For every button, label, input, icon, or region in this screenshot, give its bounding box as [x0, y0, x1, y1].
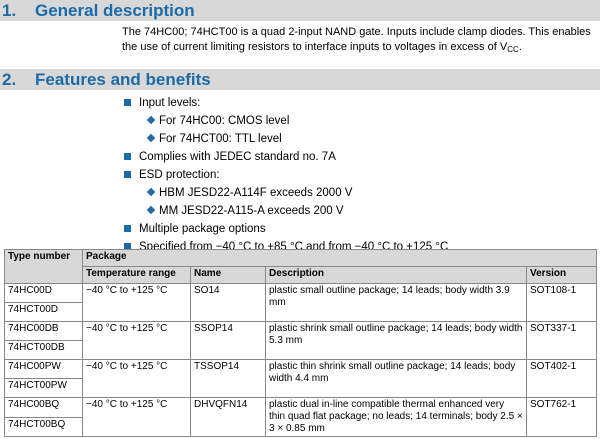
section-number: 2. — [2, 70, 17, 89]
table-subheader-row: Temperature range Name Description Versi… — [5, 266, 598, 284]
feature-item: ESD protection: — [122, 166, 592, 184]
package-table: Type number Package Temperature range Na… — [4, 249, 598, 437]
header-package: Package — [81, 249, 598, 267]
type-number-cell: 74HCT00PW — [4, 378, 83, 398]
vcc-subscript: CC — [507, 45, 519, 54]
feature-text: MM JESD22-A115-A exceeds 200 V — [159, 205, 344, 217]
feature-subitem: For 74HC00: CMOS level — [122, 112, 592, 130]
header-version: Version — [525, 266, 598, 284]
feature-text: Multiple package options — [139, 223, 266, 235]
header-temperature-range: Temperature range — [82, 266, 191, 284]
feature-subitem: HBM JESD22-A114F exceeds 2000 V — [122, 184, 592, 202]
package-name-cell: SSOP14 — [190, 321, 266, 360]
type-number-cell: 74HCT00D — [4, 302, 83, 322]
package-description-cell: plastic dual in-line compatible thermal … — [265, 397, 527, 437]
square-bullet-icon — [124, 225, 131, 232]
temperature-range-cell: −40 °C to +125 °C — [82, 321, 191, 360]
section-number: 1. — [2, 1, 17, 20]
feature-subitem: MM JESD22-A115-A exceeds 200 V — [122, 202, 592, 220]
feature-item: Multiple package options — [122, 220, 592, 238]
feature-text: Complies with JEDEC standard no. 7A — [139, 151, 336, 163]
package-name-cell: TSSOP14 — [190, 359, 266, 398]
diamond-bullet-icon — [146, 133, 156, 143]
section-header-features-and-benefits: 2. Features and benefits — [0, 69, 600, 90]
header-name: Name — [190, 266, 266, 284]
package-version-cell: SOT762-1 — [525, 397, 598, 437]
feature-item: Input levels: — [122, 94, 592, 112]
feature-text: For 74HC00: CMOS level — [159, 115, 290, 127]
diamond-bullet-icon — [146, 205, 156, 215]
table-row: 74HCT00BQ — [4, 416, 597, 437]
diamond-bullet-icon — [146, 187, 156, 197]
diamond-bullet-icon — [146, 115, 156, 125]
square-bullet-icon — [124, 153, 131, 160]
table-row: 74HCT00PW — [4, 378, 597, 398]
package-version-cell: SOT108-1 — [525, 283, 598, 322]
feature-text: For 74HCT00: TTL level — [159, 133, 282, 145]
general-description-paragraph: The 74HC00; 74HCT00 is a quad 2-input NA… — [122, 25, 597, 55]
type-number-cell: 74HC00DB — [4, 321, 83, 341]
table-row: 74HC00D −40 °C to +125 °C SO14 plastic smal… — [4, 283, 598, 322]
temperature-range-cell: −40 °C to +125 °C — [82, 397, 191, 437]
type-number-cell: 74HC00PW — [4, 359, 83, 379]
type-number-cell: 74HC00D — [4, 283, 83, 303]
header-type-number: Type number — [4, 249, 83, 284]
features-list: Input levels: For 74HC00: CMOS level For 7… — [122, 94, 592, 256]
table-row: 74HC00BQ −40 °C to +125 °C DHVQFN14 plastic… — [4, 397, 598, 437]
description-text: The 74HC00; 74HCT00 is a quad 2-input NA… — [122, 26, 591, 53]
table-row: 74HC00DB −40 °C to +125 °C SSOP14 plastic s… — [4, 321, 598, 360]
package-version-cell: SOT402-1 — [525, 359, 598, 398]
table-header-row: Type number Package — [4, 249, 598, 284]
header-description: Description — [265, 266, 527, 284]
type-number-cell: 74HCT00DB — [4, 340, 83, 360]
square-bullet-icon — [124, 243, 131, 250]
section-title: Features and benefits — [35, 70, 211, 89]
package-name-cell: SO14 — [190, 283, 266, 322]
feature-text: ESD protection: — [139, 169, 220, 181]
package-description-cell: plastic small outline package; 14 leads;… — [265, 283, 527, 322]
feature-item: Complies with JEDEC standard no. 7A — [122, 148, 592, 166]
section-title: General description — [35, 1, 195, 20]
feature-text: HBM JESD22-A114F exceeds 2000 V — [159, 187, 353, 199]
feature-text: Input levels: — [139, 97, 201, 109]
type-number-cell: 74HCT00BQ — [4, 416, 83, 437]
package-description-cell: plastic shrink small outline package; 14… — [265, 321, 527, 360]
section-header-general-description: 1. General description — [0, 0, 600, 21]
temperature-range-cell: −40 °C to +125 °C — [82, 359, 191, 398]
package-name-cell: DHVQFN14 — [190, 397, 266, 437]
type-number-cell: 74HC00BQ — [4, 397, 83, 418]
table-row: 74HC00PW −40 °C to +125 °C TSSOP14 plastic … — [4, 359, 598, 398]
package-description-cell: plastic thin shrink small outline packag… — [265, 359, 527, 398]
package-version-cell: SOT337-1 — [525, 321, 598, 360]
description-end: . — [518, 41, 522, 53]
temperature-range-cell: −40 °C to +125 °C — [82, 283, 191, 322]
square-bullet-icon — [124, 99, 131, 106]
square-bullet-icon — [124, 171, 131, 178]
feature-subitem: For 74HCT00: TTL level — [122, 130, 592, 148]
